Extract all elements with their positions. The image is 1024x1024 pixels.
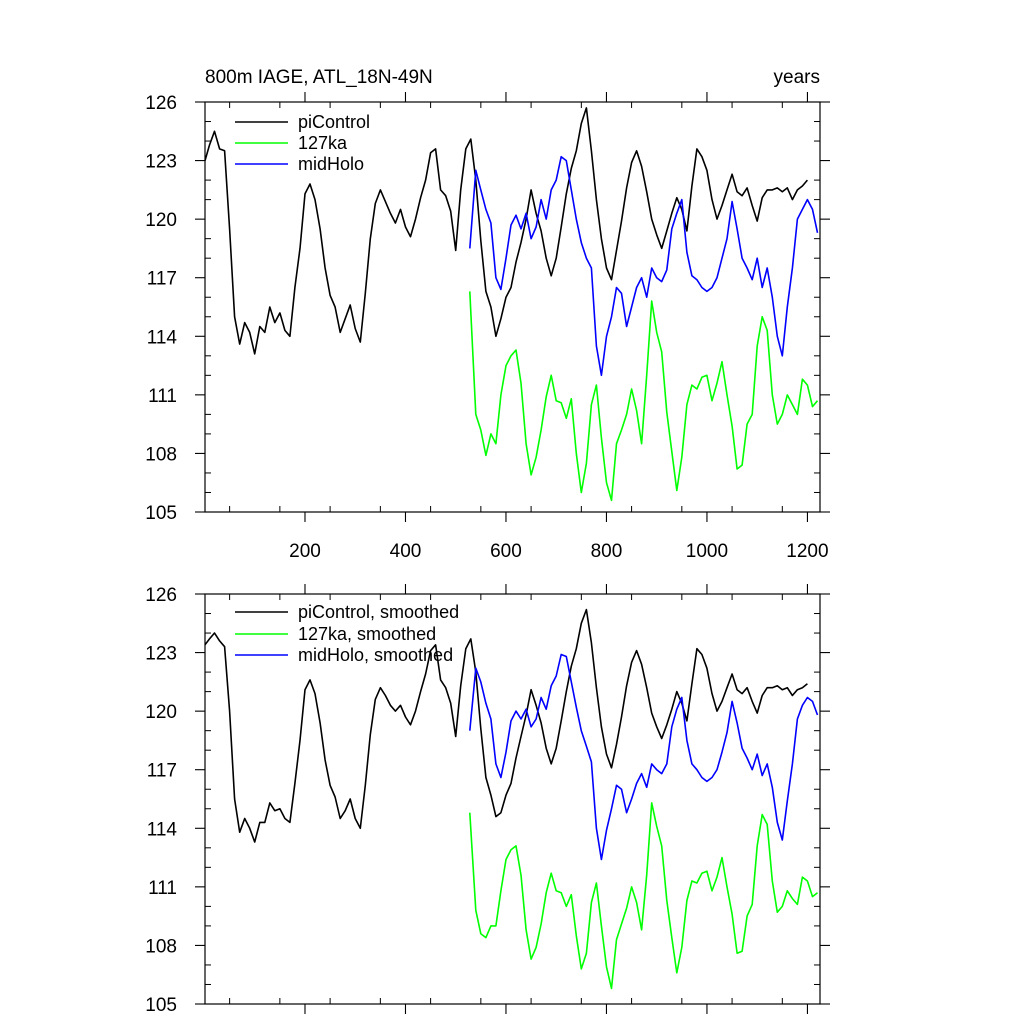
series-line-picontrol <box>204 107 809 355</box>
legend-label-127ka-smoothed: 127ka, smoothed <box>298 624 436 644</box>
bottom-y-tick-label: 126 <box>145 585 177 606</box>
top-y-tick-label: 105 <box>145 503 177 524</box>
bottom-y-tick-label: 117 <box>147 761 177 782</box>
legend-label-picontrol-smoothed: piControl, smoothed <box>298 602 459 622</box>
bottom-legend-entry-midholo: midHolo, smoothed <box>235 645 453 665</box>
legend-label-127ka: 127ka <box>298 133 348 153</box>
top-x-tick-label: 1000 <box>686 541 728 562</box>
bottom-y-tick-label: 114 <box>147 819 178 840</box>
top-x-tick-label: 400 <box>390 541 422 562</box>
top-plot-frame <box>204 101 821 513</box>
legend-label-picontrol: piControl <box>298 112 370 132</box>
series-line-127ka-smoothed <box>469 802 818 990</box>
top-x-tick-label: 1200 <box>786 541 828 562</box>
bottom-legend-entry-127ka: 127ka, smoothed <box>235 624 436 644</box>
top-panel: 800m IAGE, ATL_18N-49N years 105 108 111 11… <box>145 67 830 562</box>
series-line-127ka <box>469 291 819 502</box>
top-y-tick-labels: 105 108 111 114 117 120 123 126 <box>145 93 177 524</box>
top-x-tick-label: 200 <box>289 541 321 562</box>
top-x-tick-labels: 200 400 600 800 1000 1200 <box>289 541 828 562</box>
top-major-ticks <box>195 92 830 522</box>
series-line-picontrol-smoothed <box>204 608 808 843</box>
top-legend-entry-127ka: 127ka <box>235 133 348 153</box>
bottom-y-tick-label: 120 <box>145 702 177 723</box>
bottom-major-ticks <box>195 584 830 1014</box>
bottom-y-tick-labels: 105 108 111 114 117 120 123 126 <box>145 585 177 1016</box>
bottom-y-tick-label: 111 <box>148 878 177 899</box>
bottom-legend: piControl, smoothed 127ka, smoothed midH… <box>235 602 459 665</box>
units-label: years <box>774 67 820 88</box>
top-y-tick-label: 114 <box>147 327 178 348</box>
top-series-layer <box>204 107 819 502</box>
bottom-y-tick-label: 123 <box>145 644 177 665</box>
top-y-tick-label: 120 <box>145 210 177 231</box>
bottom-y-tick-label: 105 <box>145 995 177 1016</box>
top-y-tick-label: 126 <box>145 93 177 114</box>
top-y-tick-label: 123 <box>145 152 177 173</box>
legend-label-midholo: midHolo <box>298 154 364 174</box>
bottom-panel: 105 108 111 114 117 120 123 126 piControl, smoo… <box>145 584 830 1016</box>
top-y-tick-label: 111 <box>148 386 177 407</box>
top-y-tick-label: 108 <box>145 444 177 465</box>
top-legend-entry-midholo: midHolo <box>235 154 364 174</box>
bottom-minor-ticks <box>205 594 820 1004</box>
series-line-midholo <box>469 155 819 377</box>
bottom-legend-entry-picontrol: piControl, smoothed <box>235 602 459 622</box>
top-legend-entry-picontrol: piControl <box>235 112 370 132</box>
top-legend: piControl 127ka midHolo <box>235 112 370 174</box>
top-x-tick-label: 600 <box>490 541 522 562</box>
top-y-tick-label: 117 <box>147 269 177 290</box>
bottom-y-tick-label: 108 <box>145 936 177 957</box>
bottom-series-layer <box>204 608 819 990</box>
series-line-midholo-smoothed <box>469 653 819 861</box>
top-x-tick-label: 800 <box>591 541 623 562</box>
top-minor-ticks <box>205 102 820 512</box>
plot-title: 800m IAGE, ATL_18N-49N <box>205 67 433 88</box>
legend-label-midholo-smoothed: midHolo, smoothed <box>298 645 453 665</box>
bottom-plot-frame <box>204 593 821 1005</box>
